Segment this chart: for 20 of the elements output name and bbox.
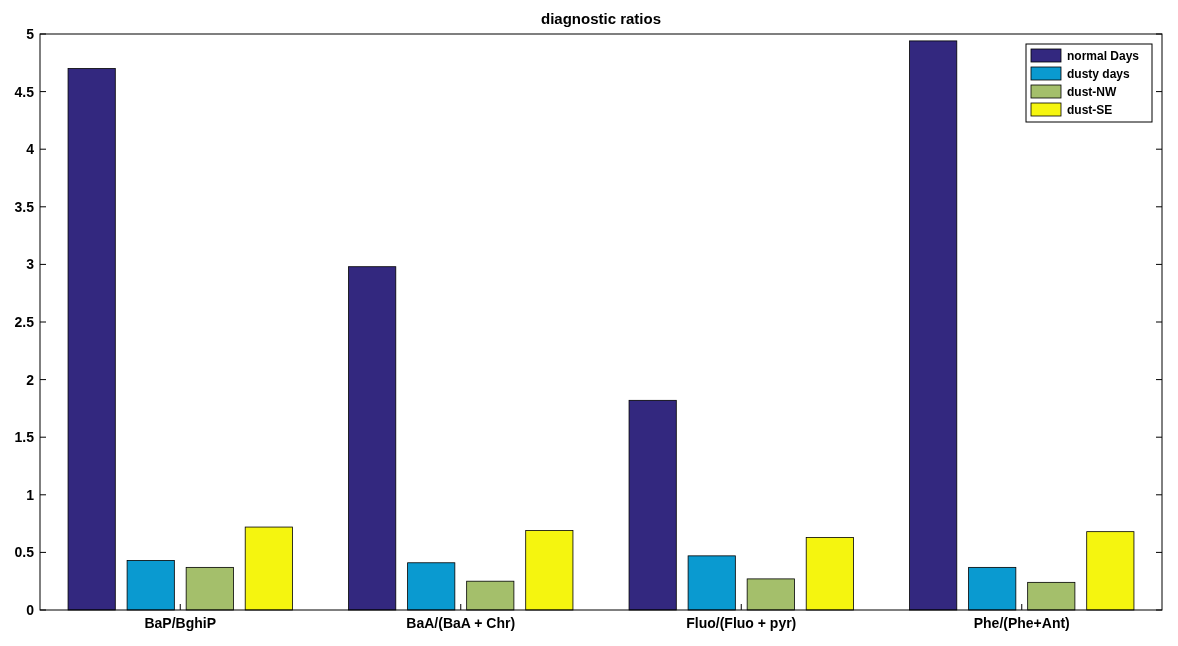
y-tick-label: 0 [26,601,35,618]
legend-label: normal Days [1067,49,1140,63]
legend-label: dust-NW [1067,85,1117,99]
y-tick-label: 2.5 [14,313,35,330]
y-tick-label: 2 [26,371,35,388]
x-tick-label: BaA/(BaA + Chr) [406,615,516,631]
chart-title: diagnostic ratios [540,10,662,27]
x-tick-label: Fluo/(Fluo + pyr) [686,615,797,631]
legend-label: dusty days [1067,67,1131,81]
y-tick-label: 0.5 [14,544,35,561]
y-tick-label: 4.5 [14,83,35,100]
x-tick-label: Phe/(Phe+Ant) [973,615,1070,631]
y-tick-label: 1.5 [14,429,35,446]
y-tick-label: 4 [26,141,35,158]
y-tick-label: 5 [26,25,35,42]
x-tick-label: BaP/BghiP [144,615,217,631]
legend-label: dust-SE [1067,103,1113,117]
y-tick-label: 1 [26,486,35,503]
y-tick-label: 3 [26,256,35,273]
y-tick-label: 3.5 [14,198,35,215]
